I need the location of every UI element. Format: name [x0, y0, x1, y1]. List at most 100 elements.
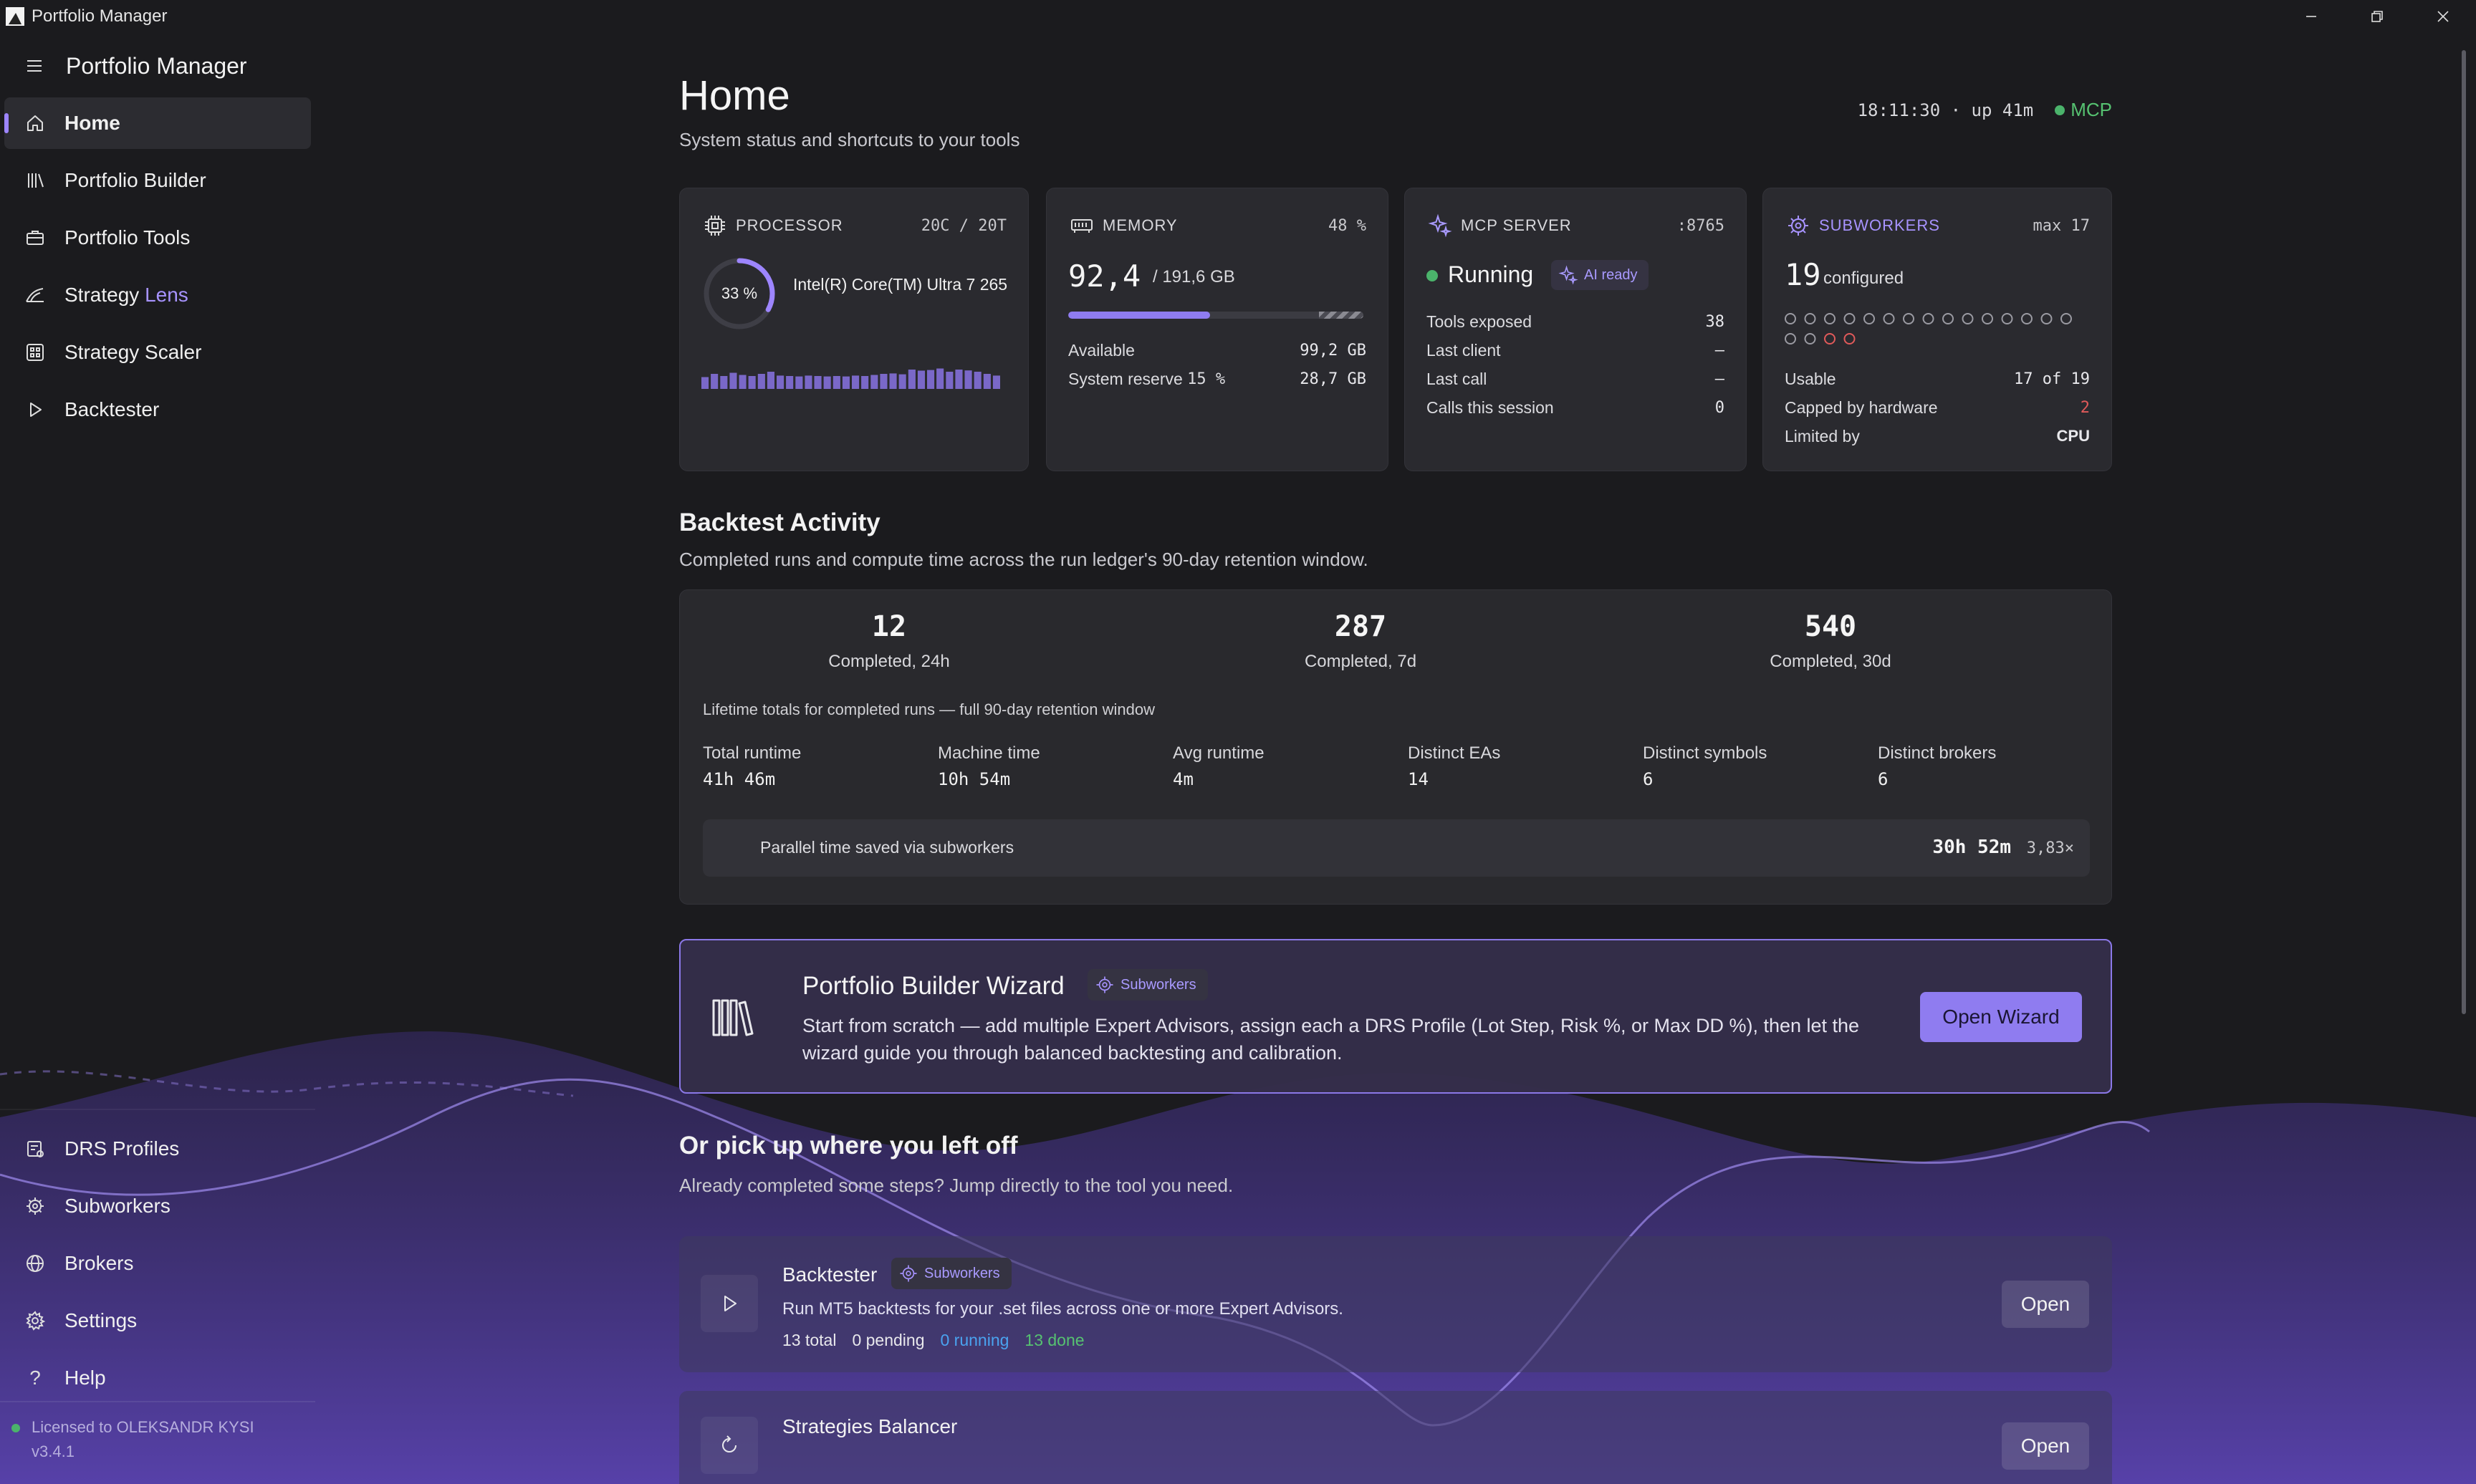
- sidebar-item-strategy-scaler[interactable]: Strategy Scaler: [4, 327, 311, 378]
- license-divider: [0, 1401, 315, 1402]
- stat-total: 13 total: [782, 1331, 837, 1349]
- restore-icon[interactable]: [2344, 0, 2410, 33]
- cpu-history-bar: [955, 370, 963, 389]
- sidebar-item-label: Portfolio Tools: [64, 226, 191, 249]
- cpu-history-bar: [861, 376, 869, 389]
- tool-description: Run MT5 backtests for your .set files ac…: [782, 1299, 1343, 1319]
- globe-icon: [23, 1251, 47, 1276]
- library-icon: [23, 168, 47, 193]
- home-icon: [23, 111, 47, 135]
- cpu-history-bar: [842, 376, 850, 389]
- minimize-icon[interactable]: [2278, 0, 2344, 33]
- cpu-history-bars: [701, 368, 1000, 389]
- pickup-subtitle: Already completed some steps? Jump direc…: [679, 1175, 1234, 1196]
- mcp-server-label: MCP SERVER: [1461, 216, 1572, 234]
- cpu-history-bar: [701, 377, 709, 389]
- cpu-history-bar: [748, 376, 756, 389]
- page-scrollbar[interactable]: [2462, 50, 2466, 1014]
- play-icon: [23, 398, 47, 422]
- stat-pending: 0 pending: [852, 1331, 925, 1349]
- sidebar-item-label: Help: [64, 1367, 106, 1389]
- subworker-slot: [1804, 313, 1816, 324]
- activity-title: Backtest Activity: [679, 509, 880, 536]
- parallel-factor: 3,83×: [2026, 839, 2074, 857]
- cpu-history-bar: [805, 375, 812, 389]
- subworker-slot: [1785, 333, 1796, 344]
- grid-icon: [23, 340, 47, 365]
- play-icon: [701, 1275, 758, 1332]
- sidebar-item-portfolio-builder[interactable]: Portfolio Builder: [4, 155, 311, 206]
- memory-used: 92,4: [1068, 259, 1141, 294]
- completed-24h-stat: 12 Completed, 24h: [828, 610, 950, 671]
- memory-label: MEMORY: [1103, 216, 1178, 234]
- activity-subtitle: Completed runs and compute time across t…: [679, 549, 1368, 570]
- sidebar-item-label: Subworkers: [64, 1195, 171, 1217]
- memory-reserve-fill: [1319, 312, 1363, 319]
- parallel-time-saved: Parallel time saved via subworkers 30h 5…: [703, 819, 2090, 877]
- sidebar-item-brokers[interactable]: Brokers: [4, 1238, 311, 1289]
- tool-name: Strategies Balancer: [782, 1415, 958, 1437]
- cpu-history-bar: [936, 368, 944, 389]
- page-title: Home: [679, 72, 790, 119]
- subworker-slot: [2021, 313, 2033, 324]
- cpu-history-bar: [777, 375, 784, 389]
- cpu-usage-label: 33 %: [721, 284, 758, 302]
- sidebar-item-settings[interactable]: Settings: [4, 1295, 311, 1346]
- app-version: v3.4.1: [32, 1442, 75, 1460]
- cpu-history-bar: [814, 376, 822, 389]
- completed-7d-stat: 287 Completed, 7d: [1304, 610, 1417, 671]
- mcp-last-call-row: Last call –: [1426, 369, 1724, 388]
- sidebar-item-label: Settings: [64, 1309, 138, 1331]
- sidebar-item-backtester[interactable]: Backtester: [4, 384, 311, 435]
- subworker-slot: [1785, 313, 1796, 324]
- mcp-status-label[interactable]: MCP: [2070, 99, 2112, 120]
- cpu-history-bar: [880, 374, 888, 389]
- sidebar-item-help[interactable]: ? Help: [4, 1352, 311, 1404]
- sidebar-item-portfolio-tools[interactable]: Portfolio Tools: [4, 212, 311, 264]
- sidebar-item-drs-profiles[interactable]: DRS Profiles: [4, 1123, 311, 1175]
- library-icon: [712, 999, 754, 1036]
- mcp-running-dot: [1426, 270, 1438, 281]
- sidebar-divider: [0, 1109, 315, 1110]
- sidebar-item-strategy-lens[interactable]: Strategy Lens: [4, 269, 311, 321]
- app-logo-icon: [6, 7, 24, 26]
- subworker-slot: [1843, 333, 1856, 344]
- subworker-slot: [1903, 313, 1914, 324]
- cpu-history-bar: [786, 376, 794, 389]
- sidebar-item-label: Strategy Lens: [64, 284, 188, 306]
- sidebar-item-home[interactable]: Home: [4, 97, 311, 149]
- cpu-history-bar: [852, 375, 860, 389]
- open-wizard-button[interactable]: Open Wizard: [1920, 992, 2082, 1042]
- open-strategies-balancer-button[interactable]: Open: [2002, 1422, 2089, 1470]
- subworker-slots: [1785, 313, 2072, 344]
- cpu-history-bar: [729, 372, 737, 389]
- subworker-slot: [1962, 313, 1974, 324]
- cpu-history-bar: [823, 376, 831, 389]
- hamburger-menu-icon[interactable]: [17, 49, 52, 83]
- help-icon: ?: [29, 1367, 41, 1389]
- cpu-gear-icon: [900, 1265, 917, 1282]
- mcp-status-dot: [2055, 105, 2065, 115]
- close-icon[interactable]: [2410, 0, 2476, 33]
- sparkle-icon: [1426, 212, 1454, 239]
- processor-label: PROCESSOR: [736, 216, 843, 234]
- cpu-history-bar: [889, 373, 897, 389]
- subworkers-capped-row: Capped by hardware 2: [1785, 398, 2090, 417]
- subworkers-limited-row: Limited by CPU: [1785, 426, 2090, 445]
- mcp-tools-row: Tools exposed 38: [1426, 312, 1724, 331]
- sidebar-item-subworkers[interactable]: Subworkers: [4, 1180, 311, 1232]
- sidebar-item-label: Home: [64, 112, 120, 134]
- memory-usage-bar: [1068, 312, 1363, 319]
- tool-subworkers-badge: Subworkers: [891, 1258, 1012, 1289]
- profiles-icon: [23, 1137, 47, 1161]
- sidebar: Portfolio Manager Home Portfolio Builder…: [0, 33, 315, 1484]
- status-line: 18:11:30 · up 41m MCP: [1858, 99, 2112, 121]
- cpu-gear-icon: [1785, 212, 1812, 239]
- cpu-history-bar: [964, 370, 972, 389]
- mcp-last-client-row: Last client —: [1426, 340, 1724, 360]
- subworkers-usable-row: Usable 17 of 19: [1785, 369, 2090, 388]
- metric-distinct-eas: Distinct EAs 14: [1408, 743, 1501, 789]
- subworker-slot: [1824, 333, 1836, 344]
- open-backtester-button[interactable]: Open: [2002, 1281, 2089, 1328]
- sidebar-item-label: Strategy Scaler: [64, 341, 202, 363]
